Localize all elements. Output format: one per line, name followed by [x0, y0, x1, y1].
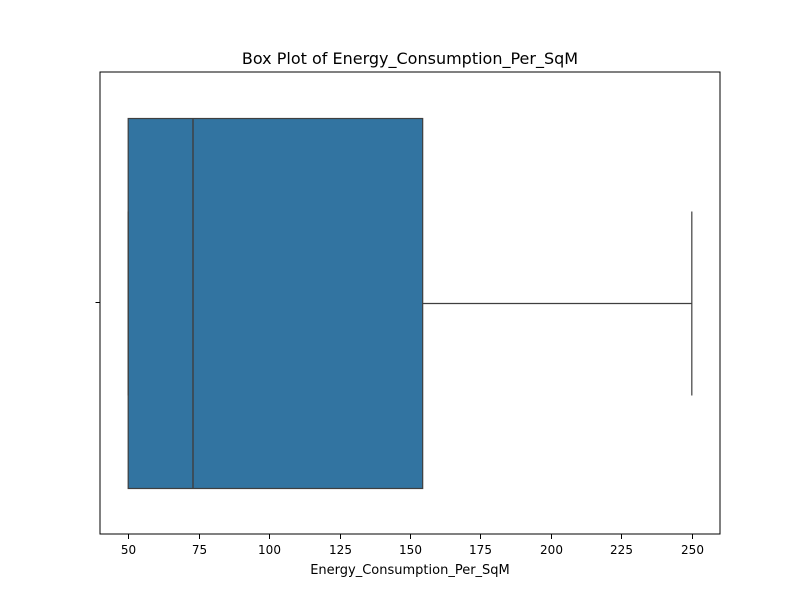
chart-title: Box Plot of Energy_Consumption_Per_SqM [242, 49, 578, 69]
x-tick-label: 100 [258, 543, 281, 557]
x-tick-label: 50 [121, 543, 136, 557]
iqr-box [127, 117, 424, 490]
x-tick-label: 250 [681, 543, 704, 557]
x-tick-label: 75 [192, 543, 207, 557]
x-tick-label: 200 [540, 543, 563, 557]
x-axis-ticks: 50 75 100 125 150 175 200 225 250 [121, 534, 704, 557]
x-tick-label: 125 [329, 543, 352, 557]
x-axis-label: Energy_Consumption_Per_SqM [310, 563, 510, 578]
x-tick-label: 175 [469, 543, 492, 557]
marks-layer [127, 117, 693, 490]
x-tick-label: 225 [610, 543, 633, 557]
x-tick-label: 150 [399, 543, 422, 557]
